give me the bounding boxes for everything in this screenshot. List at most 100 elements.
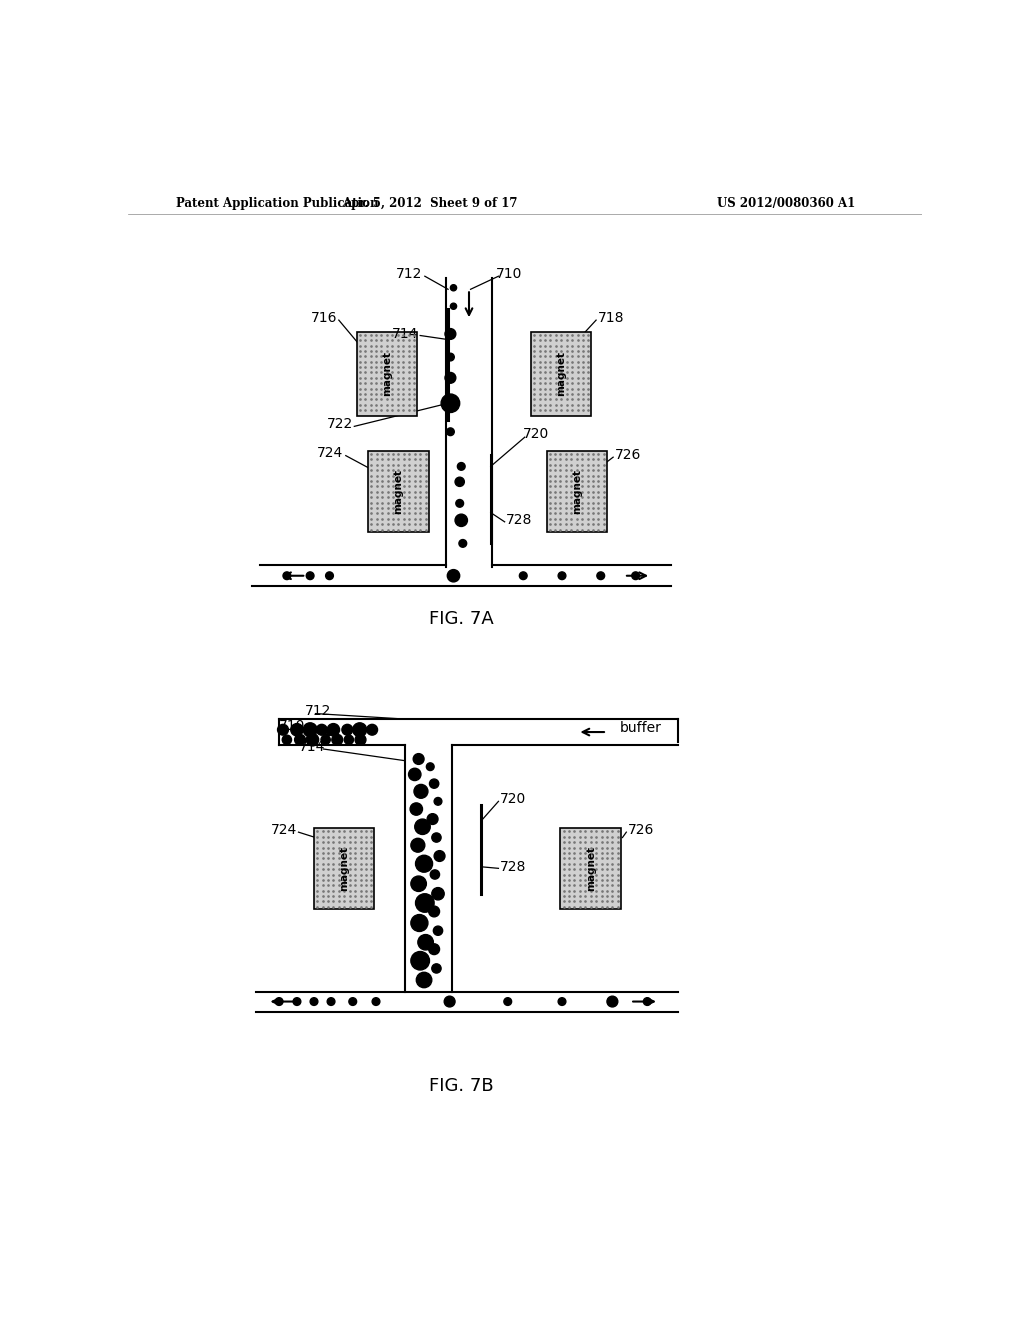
- Circle shape: [328, 723, 340, 737]
- Circle shape: [446, 354, 455, 360]
- Circle shape: [418, 935, 433, 950]
- Bar: [531, 331, 592, 416]
- Circle shape: [328, 998, 335, 1006]
- Text: US 2012/0080360 A1: US 2012/0080360 A1: [717, 197, 855, 210]
- Circle shape: [432, 833, 441, 842]
- Circle shape: [415, 818, 430, 834]
- Circle shape: [558, 572, 566, 579]
- Circle shape: [416, 894, 434, 912]
- Circle shape: [310, 998, 317, 1006]
- Circle shape: [367, 725, 378, 735]
- Circle shape: [445, 329, 456, 339]
- Circle shape: [344, 735, 353, 744]
- Bar: [314, 829, 375, 909]
- Text: 724: 724: [270, 822, 297, 837]
- Circle shape: [306, 572, 314, 579]
- Text: magnet: magnet: [586, 846, 596, 891]
- Circle shape: [342, 725, 352, 735]
- Text: 716: 716: [310, 310, 337, 325]
- Circle shape: [455, 515, 467, 527]
- Text: buffer: buffer: [621, 721, 662, 735]
- Circle shape: [456, 499, 464, 507]
- Circle shape: [411, 952, 429, 970]
- Circle shape: [416, 855, 432, 873]
- Text: 710: 710: [280, 719, 305, 733]
- Circle shape: [446, 428, 455, 436]
- Circle shape: [355, 734, 366, 744]
- Circle shape: [558, 998, 566, 1006]
- Text: magnet: magnet: [382, 351, 392, 396]
- Text: 724: 724: [317, 446, 343, 461]
- Text: magnet: magnet: [571, 469, 582, 513]
- Circle shape: [433, 927, 442, 936]
- Circle shape: [372, 998, 380, 1006]
- Circle shape: [434, 797, 442, 805]
- Circle shape: [414, 784, 428, 799]
- Text: Apr. 5, 2012  Sheet 9 of 17: Apr. 5, 2012 Sheet 9 of 17: [342, 197, 518, 210]
- Circle shape: [597, 572, 604, 579]
- Circle shape: [293, 998, 301, 1006]
- Circle shape: [352, 723, 367, 737]
- Bar: [369, 451, 429, 532]
- Text: 712: 712: [396, 267, 423, 281]
- Circle shape: [429, 906, 439, 917]
- Text: 726: 726: [614, 447, 641, 462]
- Circle shape: [445, 372, 456, 383]
- Circle shape: [303, 723, 317, 737]
- Circle shape: [283, 735, 292, 744]
- Circle shape: [283, 572, 291, 579]
- Text: FIG. 7A: FIG. 7A: [429, 610, 494, 628]
- Text: 728: 728: [500, 859, 526, 874]
- Circle shape: [519, 572, 527, 579]
- Text: 722: 722: [327, 417, 352, 432]
- Circle shape: [458, 462, 465, 470]
- Circle shape: [434, 850, 445, 862]
- Circle shape: [278, 725, 289, 735]
- Circle shape: [504, 998, 512, 1006]
- Bar: [356, 331, 417, 416]
- Circle shape: [417, 973, 432, 987]
- Text: magnet: magnet: [556, 351, 566, 396]
- Circle shape: [455, 478, 464, 487]
- Circle shape: [643, 998, 651, 1006]
- Text: 720: 720: [500, 792, 526, 807]
- Text: 718: 718: [598, 310, 625, 325]
- Circle shape: [429, 779, 438, 788]
- Circle shape: [414, 754, 424, 764]
- Circle shape: [410, 803, 423, 816]
- Circle shape: [451, 304, 457, 309]
- Circle shape: [459, 540, 467, 548]
- Circle shape: [411, 915, 428, 932]
- Circle shape: [427, 813, 438, 825]
- Circle shape: [441, 395, 460, 413]
- Text: Patent Application Publication: Patent Application Publication: [176, 197, 379, 210]
- Circle shape: [451, 285, 457, 290]
- Bar: [547, 451, 607, 532]
- Circle shape: [411, 876, 426, 891]
- Circle shape: [275, 998, 283, 1006]
- Bar: [560, 829, 621, 909]
- Circle shape: [432, 887, 444, 900]
- Circle shape: [426, 763, 434, 771]
- Circle shape: [632, 572, 640, 579]
- Circle shape: [291, 723, 303, 737]
- Circle shape: [316, 725, 328, 735]
- Text: FIG. 7B: FIG. 7B: [429, 1077, 494, 1096]
- Text: 712: 712: [305, 705, 331, 718]
- Circle shape: [321, 735, 331, 744]
- Circle shape: [447, 570, 460, 582]
- Circle shape: [444, 997, 455, 1007]
- Circle shape: [432, 964, 441, 973]
- Circle shape: [429, 944, 439, 954]
- Circle shape: [326, 572, 334, 579]
- Text: 714: 714: [392, 327, 419, 341]
- Text: 720: 720: [523, 428, 550, 441]
- Circle shape: [295, 734, 305, 744]
- Text: 710: 710: [496, 267, 522, 281]
- Circle shape: [411, 838, 425, 853]
- Circle shape: [607, 997, 617, 1007]
- Circle shape: [409, 768, 421, 780]
- Circle shape: [349, 998, 356, 1006]
- Text: 728: 728: [506, 513, 532, 527]
- Text: 726: 726: [628, 822, 654, 837]
